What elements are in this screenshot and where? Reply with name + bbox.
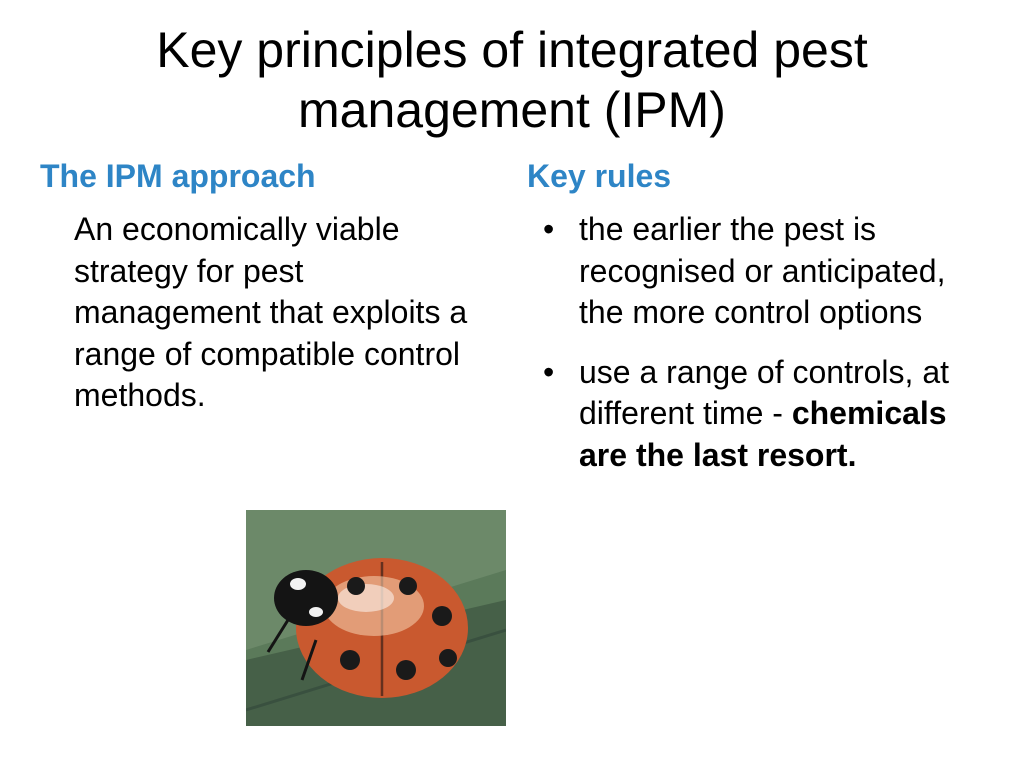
ladybird-icon (246, 510, 506, 726)
rule-item: use a range of controls, at different ti… (527, 352, 984, 477)
rules-list: the earlier the pest is recognised or an… (527, 209, 984, 477)
left-column: The IPM approach An economically viable … (40, 158, 497, 495)
right-column: Key rules the earlier the pest is recogn… (527, 158, 984, 495)
left-body: An economically viable strategy for pest… (40, 209, 497, 417)
rule-item: the earlier the pest is recognised or an… (527, 209, 984, 334)
right-heading: Key rules (527, 158, 984, 195)
rule-text: the earlier the pest is recognised or an… (579, 211, 945, 330)
content-columns: The IPM approach An economically viable … (40, 158, 984, 495)
ladybird-image (246, 510, 506, 726)
slide-title: Key principles of integrated pest manage… (40, 20, 984, 140)
slide: Key principles of integrated pest manage… (0, 0, 1024, 768)
left-heading: The IPM approach (40, 158, 497, 195)
